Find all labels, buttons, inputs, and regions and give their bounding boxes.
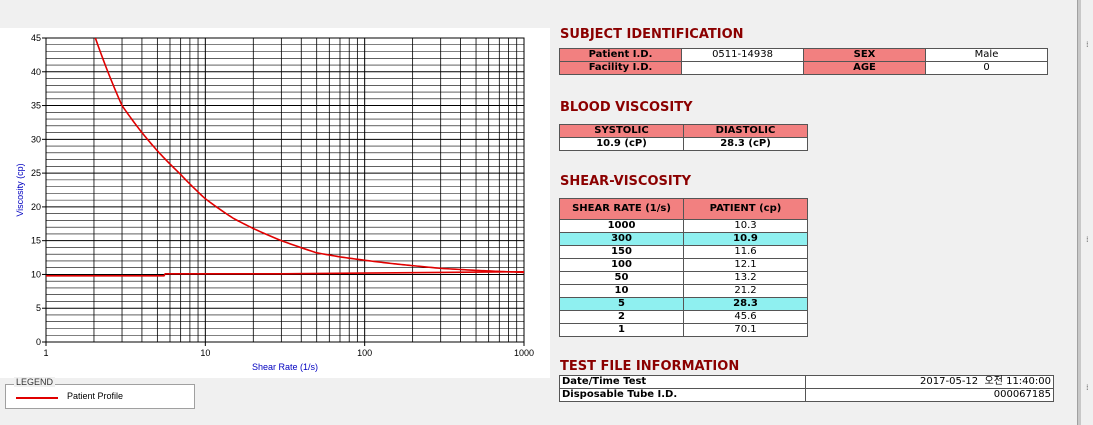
series-line-baseline (46, 270, 524, 277)
diastolic-header: DIASTOLIC (683, 124, 808, 138)
blood-header-row: SYSTOLIC DIASTOLIC (559, 124, 808, 138)
y-axis-title: Viscosity (cp) (15, 163, 25, 216)
sex-value: Male (925, 48, 1048, 62)
y-tick-label: 45 (31, 33, 41, 43)
legend-line-swatch (16, 397, 58, 399)
shear-row: 5 28.3 (559, 297, 808, 311)
y-tick-label: 0 (36, 337, 41, 347)
y-tick-label: 30 (31, 134, 41, 144)
patient-header: PATIENT (cp) (683, 198, 808, 220)
shear-rate-cell: 10 (559, 284, 684, 298)
subject-row-2: Facility I.D. AGE 0 (559, 61, 1048, 75)
y-tick-label: 20 (31, 202, 41, 212)
patient-id-value: 0511-14938 (681, 48, 804, 62)
patient-viscosity-cell: 10.9 (683, 232, 808, 246)
shear-rows: 1000 10.3 300 10.9 150 11.6 100 12.1 50 13.2 10 21.… (559, 219, 808, 337)
y-tick-label: 35 (31, 101, 41, 111)
shear-viscosity-title: SHEAR-VISCOSITY (560, 174, 691, 189)
viscosity-chart-panel: 0 5 10 15 20 25 30 35 40 45 1 10 100 1000 Shear Rate (… (0, 28, 550, 378)
systolic-header: SYSTOLIC (559, 124, 684, 138)
plot-area (46, 38, 524, 342)
patient-viscosity-cell: 28.3 (683, 297, 808, 311)
patient-viscosity-cell: 10.3 (683, 219, 808, 233)
patient-viscosity-cell: 70.1 (683, 323, 808, 337)
y-tick-label: 5 (36, 303, 41, 313)
y-tick-label: 40 (31, 67, 41, 77)
shear-row: 1 70.1 (559, 323, 808, 337)
tube-row: Disposable Tube I.D. 000067185 (559, 388, 1054, 402)
facility-id-value (681, 61, 804, 75)
x-tick-label: 1000 (514, 348, 534, 358)
shear-rate-cell: 100 (559, 258, 684, 272)
plot-frame (45, 37, 525, 343)
legend-title: LEGEND (14, 377, 56, 387)
shear-row: 50 13.2 (559, 271, 808, 285)
shear-rate-cell: 1 (559, 323, 684, 337)
patient-id-label: Patient I.D. (559, 48, 682, 62)
tube-id-label: Disposable Tube I.D. (559, 388, 806, 402)
shear-rate-cell: 300 (559, 232, 684, 246)
legend-entry-patient-profile: Patient Profile (67, 391, 124, 401)
y-tick-label: 25 (31, 168, 41, 178)
shear-header-row: SHEAR RATE (1/s) PATIENT (cp) (559, 198, 808, 220)
edge-marker-icon: ⁞ (1086, 40, 1089, 49)
x-axis-title: Shear Rate (1/s) (252, 362, 318, 372)
vertical-scrollbar[interactable] (1077, 0, 1081, 425)
shear-rate-cell: 5 (559, 297, 684, 311)
blood-viscosity-table: SYSTOLIC DIASTOLIC 10.9 (cP) 28.3 (cP) (559, 124, 808, 151)
test-file-information-title: TEST FILE INFORMATION (560, 359, 740, 374)
patient-viscosity-cell: 12.1 (683, 258, 808, 272)
subject-table: Patient I.D. 0511-14938 SEX Male Facilit… (559, 48, 1048, 75)
facility-id-label: Facility I.D. (559, 61, 682, 75)
age-value: 0 (925, 61, 1048, 75)
x-tick-label: 10 (200, 348, 210, 358)
edge-marker-icon: ⁞ (1086, 383, 1089, 392)
shear-row: 150 11.6 (559, 245, 808, 259)
x-tick-label: 1 (43, 348, 48, 358)
blood-value-row: 10.9 (cP) 28.3 (cP) (559, 137, 808, 151)
diastolic-value: 28.3 (cP) (683, 137, 808, 151)
age-label: AGE (803, 61, 926, 75)
y-tick-label: 15 (31, 236, 41, 246)
series-line-viscosity-curve (94, 38, 524, 274)
patient-viscosity-cell: 11.6 (683, 245, 808, 259)
shear-row: 300 10.9 (559, 232, 808, 246)
datetime-value: 2017-05-12 오전 11:40:00 (805, 375, 1054, 389)
x-tick-label: 100 (357, 348, 372, 358)
shear-rate-cell: 50 (559, 271, 684, 285)
tube-id-value: 000067185 (805, 388, 1054, 402)
datetime-row: Date/Time Test 2017-05-12 오전 11:40:00 (559, 375, 1054, 389)
patient-viscosity-cell: 21.2 (683, 284, 808, 298)
legend: LEGEND Patient Profile (5, 377, 195, 409)
shear-rate-header: SHEAR RATE (1/s) (559, 198, 684, 220)
shear-viscosity-table: SHEAR RATE (1/s) PATIENT (cp) 1000 10.3 30… (559, 198, 808, 337)
shear-rate-cell: 1000 (559, 219, 684, 233)
subject-row-1: Patient I.D. 0511-14938 SEX Male (559, 48, 1048, 62)
shear-rate-cell: 150 (559, 245, 684, 259)
edge-marker-icon: ⁞ (1086, 235, 1089, 244)
viscosity-chart: 0 5 10 15 20 25 30 35 40 45 1 10 100 1000 Shear Rate (… (15, 33, 534, 372)
shear-rate-cell: 2 (559, 310, 684, 324)
shear-row: 100 12.1 (559, 258, 808, 272)
blood-viscosity-title: BLOOD VISCOSITY (560, 100, 693, 115)
sex-label: SEX (803, 48, 926, 62)
patient-viscosity-cell: 45.6 (683, 310, 808, 324)
systolic-value: 10.9 (cP) (559, 137, 684, 151)
subject-identification-title: SUBJECT IDENTIFICATION (560, 27, 744, 42)
patient-viscosity-cell: 13.2 (683, 271, 808, 285)
shear-row: 10 21.2 (559, 284, 808, 298)
test-file-table: Date/Time Test 2017-05-12 오전 11:40:00 Di… (559, 375, 1054, 402)
shear-row: 2 45.6 (559, 310, 808, 324)
datetime-label: Date/Time Test (559, 375, 806, 389)
shear-row: 1000 10.3 (559, 219, 808, 233)
y-tick-label: 10 (31, 269, 41, 279)
